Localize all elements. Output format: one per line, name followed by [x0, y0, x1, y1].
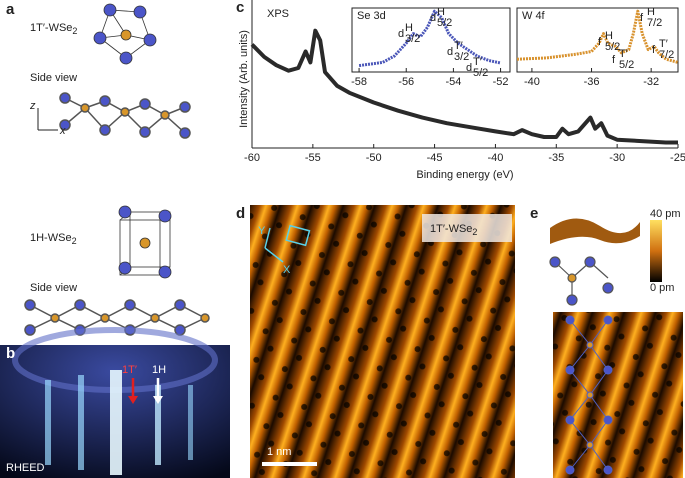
title-text: 1T′-WSe [30, 22, 72, 34]
title-sub: 2 [472, 227, 477, 237]
data-line [250, 28, 678, 145]
peak-label-sub: 5/2 [605, 41, 620, 53]
x-tick-label: -50 [366, 152, 382, 164]
peak-label-sup: H [405, 22, 413, 34]
x-tick-label: -54 [445, 76, 461, 88]
x-tick-label: -36 [584, 76, 600, 88]
peak-label: d [447, 46, 453, 58]
x-tick-label: -40 [524, 76, 540, 88]
panel-e: e 40 pm 0 pm [530, 205, 683, 478]
structure-title: 1H-WSe2 [30, 232, 77, 246]
arrow-label: 1T′ [122, 364, 137, 376]
panel-label: c [236, 0, 244, 16]
panel-label: d [236, 205, 245, 222]
chart-title: XPS [267, 8, 289, 20]
image-caption: RHEED [6, 462, 45, 474]
side-view-label: Side view [30, 282, 77, 294]
x-tick-label: -56 [398, 76, 414, 88]
image-title: 1T′-WSe2 [430, 223, 477, 237]
peak-label-sub: 7/2 [647, 17, 662, 29]
peak-label-sub: 5/2 [437, 17, 452, 29]
title-text: 1H-WSe [30, 232, 72, 244]
x-tick-label: -45 [427, 152, 443, 164]
axis-z: z [29, 100, 36, 112]
scale-bar-label: 1 nm [267, 446, 291, 458]
peak-label-sub: 5/2 [473, 67, 488, 79]
title-text: 1T′-WSe [430, 223, 472, 235]
xps-chart: Binding energy (eV) Intensity (Arb. units… [238, 0, 685, 181]
title-sub: 2 [72, 236, 77, 246]
inset-title: W 4f [522, 10, 546, 22]
inset-title: Se 3d [357, 10, 386, 22]
x-tick-label: -60 [244, 152, 260, 164]
peak-label-sup: T′ [619, 48, 628, 60]
peak-label: d [430, 12, 436, 24]
x-tick-label: -58 [351, 76, 367, 88]
side-view-label: Side view [30, 72, 77, 84]
peak-label-sub: 5/2 [619, 59, 634, 71]
peak-label-sup: H [647, 6, 655, 18]
peak-label: f [640, 12, 644, 24]
axis-y: Y [258, 225, 266, 237]
colorbar-label: 0 pm [650, 282, 674, 294]
x-tick-label: -32 [643, 76, 659, 88]
peak-label-sub: 3/2 [405, 33, 420, 45]
inset-frame [351, 7, 511, 73]
panel-label: a [6, 1, 15, 18]
peak-label: d [398, 28, 404, 40]
x-tick-label: -25 [670, 152, 685, 164]
panel-d: 1T′-WSe2 d Y X 1 nm [236, 205, 515, 478]
structure-1t-side [59, 92, 191, 139]
axis-x: X [283, 264, 291, 276]
structure-1h-top [118, 205, 172, 279]
arrow-label: 1H [152, 364, 166, 376]
title-sub: 2 [72, 26, 77, 36]
peak-label-sup: H [605, 30, 613, 42]
data-line [358, 9, 501, 68]
peak-label-sup: H [437, 6, 445, 18]
peak-label-sup: T′ [659, 38, 668, 50]
x-axis-title: Binding energy (eV) [416, 169, 513, 181]
inset-frame [516, 7, 679, 73]
colorbar-label: 40 pm [650, 208, 681, 220]
peak-label-sup: T′ [454, 40, 463, 52]
peak-label-sub: 3/2 [454, 51, 469, 63]
x-tick-label: -30 [609, 152, 625, 164]
axes-icon [37, 108, 58, 131]
x-tick-label: -35 [548, 152, 564, 164]
data-line [516, 9, 679, 64]
structure-1t-top [93, 3, 157, 65]
peak-label: f [598, 36, 602, 48]
structure-title: 1T′-WSe2 [30, 22, 77, 36]
x-tick-label: -55 [305, 152, 321, 164]
peak-label: f [652, 44, 656, 56]
panel-label: e [530, 205, 538, 222]
peak-label-sup: T′ [473, 56, 482, 68]
axis-x: x [59, 125, 66, 137]
peak-label-sub: 7/2 [659, 49, 674, 61]
panel-b: b 1T′ 1H RHEED [0, 327, 230, 478]
x-tick-label: -52 [493, 76, 509, 88]
peak-label: f [612, 54, 616, 66]
peak-label: d [466, 62, 472, 74]
x-tick-label: -40 [487, 152, 503, 164]
panel-label: b [6, 345, 15, 362]
panel-a: a 1T′-WSe2 Side view z x 1H-WSe2 Side vi… [6, 1, 210, 336]
y-axis-title: Intensity (Arb. units) [238, 30, 250, 128]
